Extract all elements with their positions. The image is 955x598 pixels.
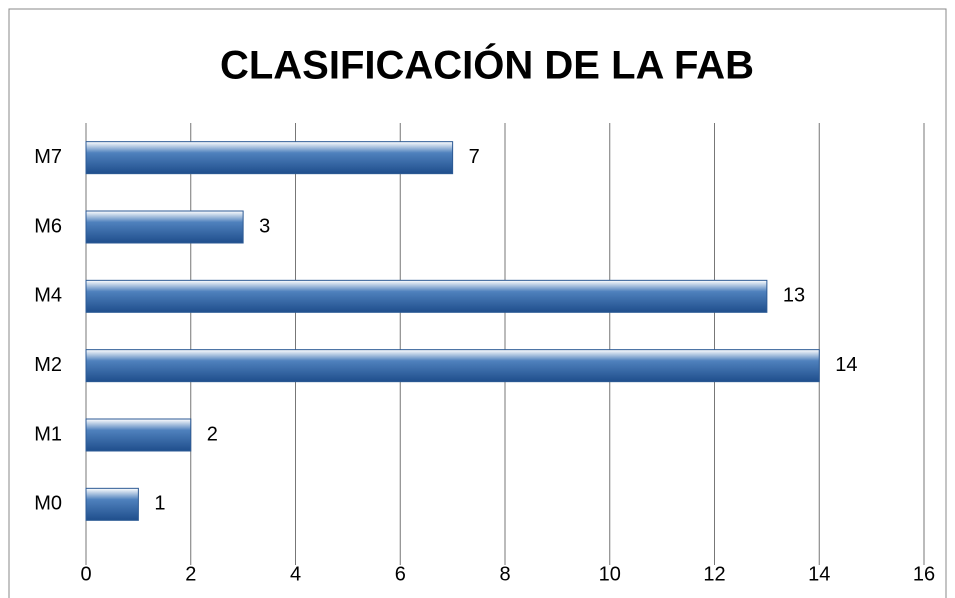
y-tick-label: M4 [34,285,62,307]
data-label: 13 [783,285,805,307]
x-tick-label: 16 [913,563,935,585]
y-tick-label: M0 [34,493,62,515]
x-tick-label: 10 [599,563,621,585]
chart-title: CLASIFICACIÓN DE LA FAB [220,42,754,88]
data-label: 7 [469,146,480,168]
data-label: 14 [835,354,857,376]
data-label: 1 [154,493,165,515]
x-tick-label: 6 [395,563,406,585]
bar [85,279,768,313]
y-tick-label: M2 [34,354,62,376]
x-tick-label: 12 [703,563,725,585]
y-tick-label: M7 [34,146,62,168]
y-tick-label: M1 [34,423,62,445]
x-tick-label: 0 [80,563,91,585]
bar [85,210,244,244]
bar [85,487,139,521]
x-tick-label: 14 [808,563,830,585]
bar [85,141,454,175]
bar [85,349,820,383]
x-tick-label: 2 [185,563,196,585]
bar [85,418,192,452]
data-label: 3 [259,215,270,237]
x-tick-label: 8 [499,563,510,585]
x-tick-label: 4 [290,563,301,585]
y-tick-label: M6 [34,215,62,237]
data-label: 2 [207,423,218,445]
